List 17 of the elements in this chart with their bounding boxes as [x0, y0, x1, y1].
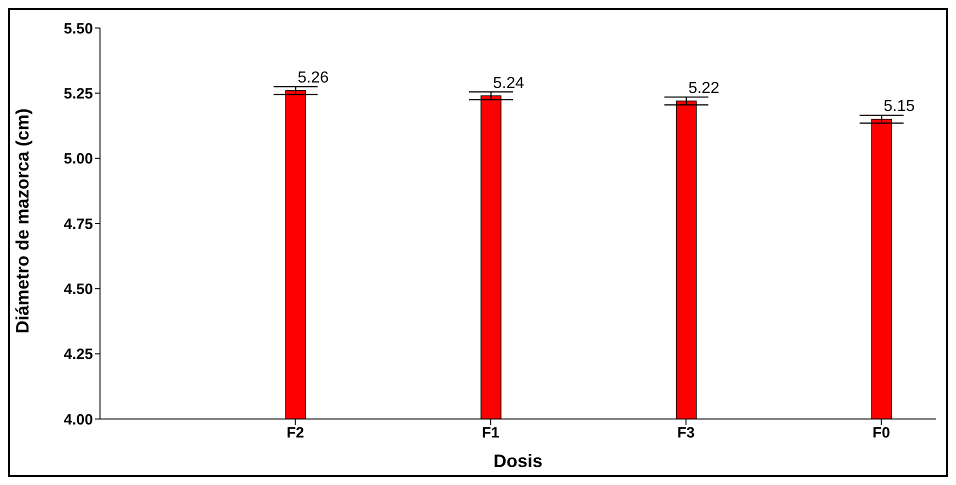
y-tick-label: 4.75 [64, 216, 93, 233]
x-tick-label: F0 [872, 424, 890, 442]
x-tick-label: F2 [286, 424, 304, 442]
data-label: 5.22 [688, 80, 720, 97]
data-label: 5.26 [298, 70, 329, 87]
y-tick-label: 5.50 [64, 20, 93, 38]
y-tick-label: 4.50 [64, 280, 93, 298]
y-tick-label: 4.25 [64, 346, 93, 364]
x-axis-title: Dosis [493, 451, 543, 471]
y-axis-title: Diámetro de mazorca (cm) [12, 108, 32, 334]
y-tick-label: 4.00 [64, 411, 93, 428]
y-tick-label: 5.25 [64, 85, 93, 102]
x-tick-label: F1 [482, 424, 500, 442]
data-label: 5.15 [884, 98, 915, 116]
data-label: 5.24 [492, 74, 524, 92]
x-tick-label: F3 [677, 424, 695, 442]
y-tick-label: 5.00 [64, 150, 93, 168]
